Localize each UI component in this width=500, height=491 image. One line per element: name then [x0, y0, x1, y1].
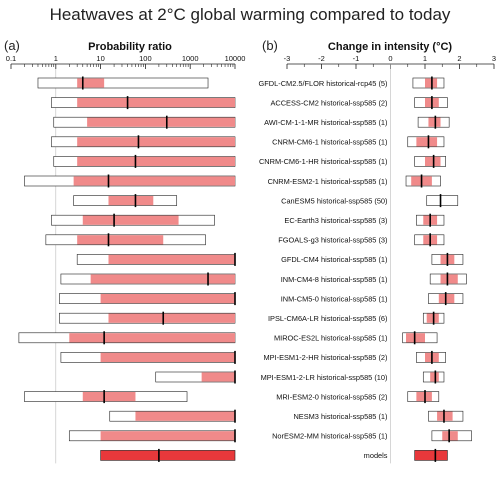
probability-ratio-panel: 0.1 1 10 100 1000 10000: [6, 54, 246, 464]
intensity-shaded-bar: [440, 274, 458, 284]
panel-a-tag: (a): [4, 38, 20, 53]
probability-tick-label: 1000: [182, 54, 199, 63]
intensity-tick-label: -2: [318, 54, 325, 63]
ratio-shaded-bar: [100, 431, 235, 441]
ratio-shaded-bar: [108, 313, 235, 323]
model-label: GFDL-CM2.5/FLOR historical-rcp45 (5): [259, 79, 388, 88]
probability-tick-label: 100: [139, 54, 152, 63]
intensity-shaded-bar: [426, 313, 439, 323]
model-label: MPI-ESM1-2-LR historical-ssp585 (10): [261, 373, 388, 382]
intensity-tick-label: 1: [423, 54, 427, 63]
intensity-tick-label: 0: [388, 54, 392, 63]
figure-title: Heatwaves at 2°C global warming compared…: [50, 5, 451, 24]
ratio-combined-bar: [100, 450, 236, 461]
model-label: MPI-ESM1-2-HR historical-ssp585 (2): [263, 353, 387, 362]
model-label: CNRM-CM6-1 historical-ssp585 (1): [272, 138, 387, 147]
intensity-shaded-bar: [425, 156, 441, 166]
panel-b-tag: (b): [262, 38, 278, 53]
ratio-shaded-bar: [100, 352, 235, 362]
probability-tick-label: 10: [96, 54, 104, 63]
ratio-shaded-bar: [90, 274, 235, 284]
model-label: models: [364, 451, 388, 460]
intensity-shaded-bar: [416, 392, 432, 402]
ratio-range-bar: [37, 77, 209, 89]
probability-tick-label: 0.1: [6, 54, 16, 63]
ratio-shaded-bar: [73, 176, 235, 186]
ratio-shaded-bar: [87, 117, 235, 127]
ratio-shaded-bar: [135, 411, 235, 421]
model-label: GFDL-CM4 historical-ssp585 (1): [281, 255, 387, 264]
probability-tick-label: 10000: [225, 54, 246, 63]
ratio-shaded-bar: [201, 372, 235, 382]
intensity-combined-bar: [414, 450, 448, 461]
intensity-shaded-bar: [428, 117, 441, 127]
ratio-shaded-bar: [100, 294, 235, 304]
panel-a-title: Probability ratio: [88, 41, 172, 53]
ratio-shaded-bar: [69, 333, 236, 343]
model-label: CNRM-CM6-1-HR historical-ssp585 (1): [259, 157, 388, 166]
model-label: IPSL-CM6A-LR historical-ssp585 (6): [268, 314, 388, 323]
ratio-shaded-bar: [77, 78, 105, 88]
intensity-tick-label: -1: [353, 54, 360, 63]
model-label: AWI-CM-1-1-MR historical-ssp585 (1): [264, 118, 387, 127]
intensity-shaded-bar: [438, 294, 455, 304]
ratio-shaded-bar: [77, 137, 235, 147]
ratio-shaded-bar: [77, 156, 235, 166]
intensity-shaded-bar: [437, 411, 453, 421]
ratio-shaded-bar: [108, 254, 235, 264]
intensity-range-bar: [426, 195, 459, 206]
intensity-shaded-bar: [406, 333, 425, 343]
ratio-shaded-bar: [77, 98, 235, 108]
intensity-change-panel: -3 -2 -1 0 1 2 3 GFDL-CM2.5/FLOR historical-rcp…: [259, 54, 496, 464]
intensity-shaded-bar: [430, 372, 439, 382]
intensity-shaded-bar: [416, 137, 438, 147]
ratio-shaded-bar: [82, 215, 179, 225]
ratio-shaded-bar: [77, 235, 164, 245]
model-label: ACCESS-CM2 historical-ssp585 (2): [270, 98, 387, 107]
intensity-shaded-bar: [442, 431, 458, 441]
model-label: NESM3 historical-ssp585 (1): [293, 412, 387, 421]
ratio-shaded-bar: [108, 196, 154, 206]
intensity-tick-label: 3: [492, 54, 496, 63]
model-label: INM-CM4-8 historical-ssp585 (1): [281, 275, 388, 284]
model-label: INM-CM5-0 historical-ssp585 (1): [281, 294, 388, 303]
model-label: MRI-ESM2-0 historical-ssp585 (2): [276, 392, 387, 401]
probability-tick-label: 1: [54, 54, 58, 63]
model-label: FGOALS-g3 historical-ssp585 (3): [278, 236, 387, 245]
intensity-shaded-bar: [425, 78, 438, 88]
panel-b-title: Change in intensity (°C): [328, 41, 453, 53]
intensity-tick-label: -3: [284, 54, 291, 63]
model-label: MIROC-ES2L historical-ssp585 (1): [274, 334, 388, 343]
model-label: NorESM2-MM historical-ssp585 (1): [272, 432, 387, 441]
model-label: CNRM-ESM2-1 historical-ssp585 (1): [268, 177, 388, 186]
ratio-shaded-bar: [82, 392, 136, 402]
model-label: EC-Earth3 historical-ssp585 (3): [284, 216, 387, 225]
model-label: CanESM5 historical-ssp585 (50): [281, 196, 387, 205]
intensity-tick-label: 2: [457, 54, 461, 63]
